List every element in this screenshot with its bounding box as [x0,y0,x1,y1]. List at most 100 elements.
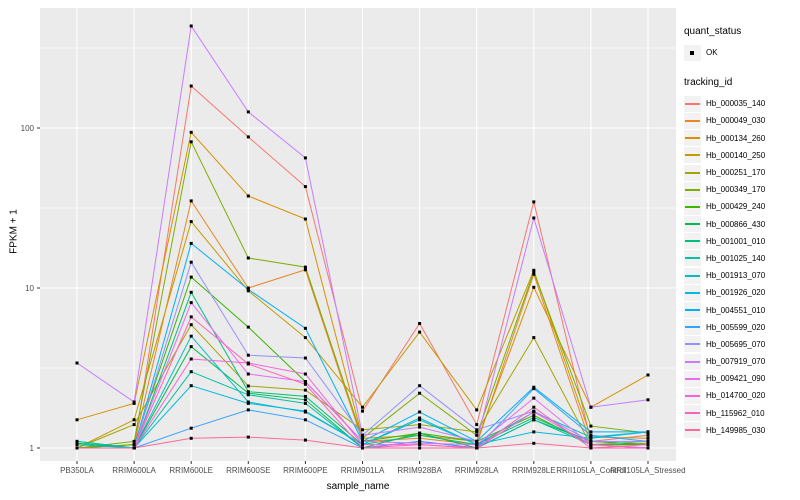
data-point-marker [303,401,307,405]
legend-key-box [684,387,701,404]
data-point-marker [246,384,250,388]
data-point-marker [303,388,307,392]
legend-tracking-id-title: tracking_id [684,77,733,89]
data-point-marker [475,408,479,412]
data-point-marker [132,400,136,404]
y-tick-label: 1 [30,444,35,453]
data-point-marker [303,398,307,402]
data-point-marker [646,398,650,402]
data-point-marker [646,430,650,434]
data-point-marker [418,391,422,395]
series-color-line-icon [685,412,700,415]
legend-tracking-id-block: tracking_id Hb_000035_140 Hb_000049_030 Hb… [684,77,800,439]
legend-key-box [684,130,701,147]
data-point-marker [418,418,422,422]
data-point-marker [418,425,422,429]
data-point-marker [246,135,250,139]
data-point-marker [646,443,650,447]
legend-tracking-item: Hb_000134_260 [684,130,800,147]
data-point-marker [189,426,193,430]
data-point-marker [189,357,193,361]
legend-tracking-item: Hb_001913_070 [684,267,800,284]
data-point-marker [303,394,307,398]
series-color-line-icon [685,360,700,363]
data-point-marker [532,413,536,417]
data-point-marker [589,433,593,437]
data-point-marker [246,435,250,439]
data-point-marker [418,439,422,443]
legend-key-box [684,233,701,250]
x-tick-label: RRIM901LA [341,466,385,475]
data-point-marker [303,185,307,189]
data-point-marker [189,301,193,305]
data-point-marker [589,405,593,409]
legend-tracking-item: Hb_001025_140 [684,250,800,267]
legend-tracking-item: Hb_115962_010 [684,405,800,422]
data-point-marker [189,290,193,294]
legend-quant-status-title: quant_status [684,26,742,37]
x-tick-label: RRIM928LE [512,466,556,475]
series-color-line-icon [685,257,700,260]
legend-tracking-label: Hb_009421_090 [706,374,766,384]
data-point-marker [532,441,536,445]
x-tick-label: RRIM600LE [169,466,213,475]
legend-key-box [684,336,701,353]
data-point-marker [75,443,79,447]
data-point-marker [246,372,250,376]
series-color-line-icon [685,274,700,277]
data-point-marker [418,322,422,325]
data-point-marker [246,401,250,405]
legend-tracking-item: Hb_004551_010 [684,301,800,319]
data-point-marker [189,334,193,338]
series-color-line-icon [685,394,700,397]
series-color-line-icon [685,188,700,191]
series-color-line-icon [685,326,700,329]
x-tick-label: RRIM928BA [397,466,442,475]
x-tick-label: RRIM600LA [112,466,156,475]
legend-tracking-item: Hb_000140_250 [684,147,800,164]
y-tick-label: 10 [25,284,34,293]
data-point-marker [418,330,422,334]
data-point-marker [418,416,422,420]
series-color-line-icon [685,240,700,243]
legend-tracking-label: Hb_000251_170 [706,168,766,178]
data-point-marker [189,84,193,88]
data-point-marker [189,220,193,224]
data-point-marker [189,130,193,134]
legend-tracking-label: Hb_005695_070 [706,339,766,349]
data-point-marker [303,418,307,422]
series-color-line-icon [685,429,700,432]
data-point-marker [246,194,250,198]
legend-tracking-label: Hb_007919_070 [706,357,766,367]
legend-key-box [684,112,701,129]
legend-tracking-label: Hb_149985_030 [706,425,766,435]
data-point-marker [475,439,479,443]
data-point-marker [646,433,650,437]
data-point-marker [246,390,250,394]
data-point-marker [646,373,650,377]
data-point-marker [361,439,364,443]
series-color-line-icon [685,223,700,226]
data-point-marker [303,372,307,376]
legend-key-box [684,267,701,284]
legend-tracking-item: Hb_014700_020 [684,387,800,404]
data-point-marker [532,387,536,391]
legend-tracking-label: Hb_001001_010 [706,236,766,246]
data-point-marker [189,275,193,279]
data-point-marker [646,446,650,450]
data-point-marker [246,408,250,412]
series-color-line-icon [685,171,700,174]
data-point-marker [303,156,307,160]
legend-tracking-item: Hb_001926_020 [684,284,800,301]
data-point-marker [418,431,422,435]
data-point-marker [475,430,479,434]
data-point-marker [189,241,193,245]
legend-key-box [684,250,701,267]
data-point-marker [475,446,479,450]
data-point-marker [361,405,364,409]
data-point-marker [361,436,364,440]
x-tick-label: RRIM600SE [226,466,270,475]
data-point-marker [418,446,422,450]
